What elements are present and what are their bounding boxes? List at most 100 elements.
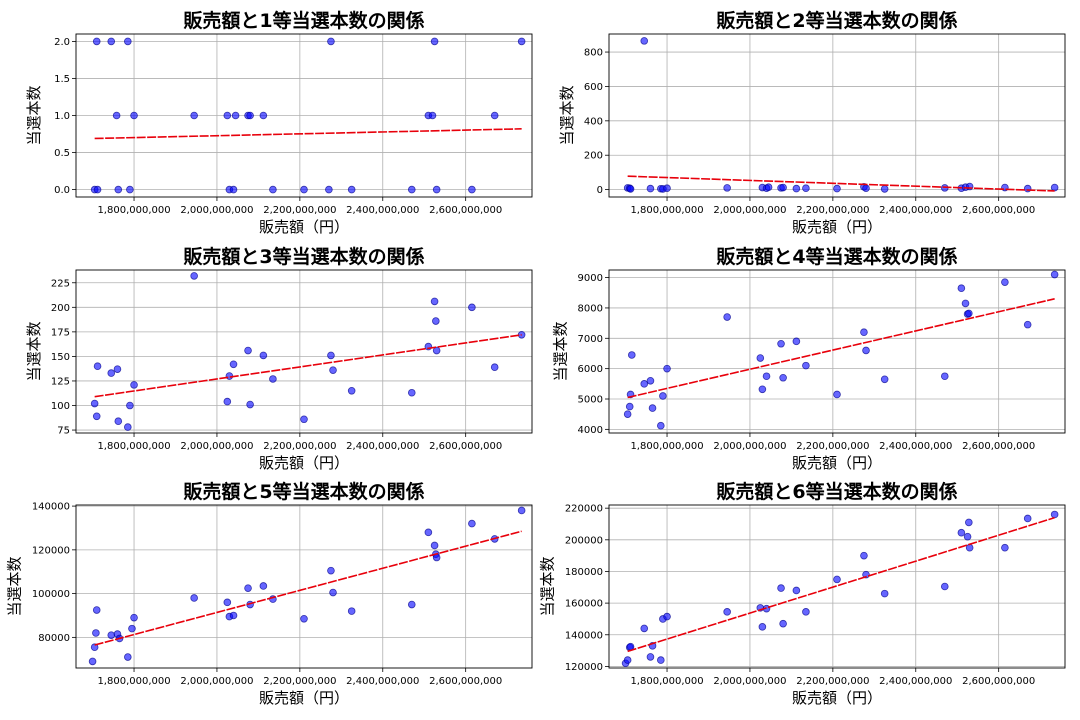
y-tick-label: 160000: [565, 599, 603, 610]
x-tick-label: 2,200,000,000: [263, 676, 336, 687]
data-point: [1023, 184, 1032, 193]
data-point: [723, 608, 731, 616]
data-point: [90, 399, 99, 408]
data-point: [961, 299, 970, 308]
y-tick-label: 6000: [578, 364, 603, 375]
x-axis-label: 販売額（円）: [259, 689, 349, 707]
y-tick-label: 125: [51, 376, 70, 387]
trend-line: [627, 175, 1055, 192]
data-point: [428, 111, 437, 120]
data-point: [244, 346, 252, 355]
data-point: [965, 518, 973, 527]
subplot-5: 1,800,000,000 2,000,000,000 2,200,000,000 2…: [6, 480, 533, 707]
data-point: [347, 185, 356, 194]
data-point: [190, 111, 198, 120]
data-point: [623, 410, 632, 418]
data-point: [325, 185, 333, 194]
data-point: [90, 643, 99, 652]
data-point: [965, 543, 974, 552]
data-point: [723, 313, 731, 321]
data-point: [626, 185, 635, 193]
x-tick-label: 2,600,000,000: [429, 441, 502, 452]
data-point: [860, 551, 868, 560]
data-point: [112, 111, 121, 120]
x-tick-label: 2,000,000,000: [180, 676, 253, 687]
x-tick-label: 2,400,000,000: [346, 205, 419, 216]
data-point: [1050, 183, 1059, 192]
data-point: [246, 400, 254, 409]
data-point: [723, 184, 731, 192]
chart-title: 販売額と3等当選本数の関係: [183, 245, 424, 268]
x-tick-label: 1,800,000,000: [630, 676, 703, 687]
data-point: [223, 111, 232, 120]
y-tick-label: 100: [51, 401, 70, 412]
data-point: [88, 657, 97, 666]
data-point: [269, 185, 277, 194]
x-tick-label: 2,400,000,000: [879, 441, 952, 452]
trend-line: [627, 298, 1055, 399]
data-point: [347, 386, 356, 395]
data-point: [93, 362, 102, 371]
data-point: [860, 328, 868, 337]
axes-frame: [608, 269, 1066, 434]
x-axis-label: 販売額（円）: [792, 218, 882, 236]
y-tick-label: 8000: [578, 303, 603, 314]
data-point: [862, 184, 870, 193]
x-axis-label: 販売額（円）: [792, 454, 882, 472]
subplot-1: 1,800,000,000 2,000,000,000 2,200,000,000 2…: [25, 9, 533, 236]
data-point: [792, 184, 801, 193]
y-tick-label: 80000: [38, 633, 70, 644]
axes-frame: [608, 33, 1066, 198]
data-point: [124, 423, 132, 431]
data-point: [300, 415, 308, 424]
data-point: [625, 402, 634, 411]
x-tick-label: 2,400,000,000: [879, 205, 952, 216]
data-point: [327, 566, 335, 575]
data-point: [430, 297, 439, 306]
data-point: [1050, 510, 1059, 519]
y-tick-label: 200: [584, 151, 603, 162]
data-point: [126, 401, 134, 410]
data-point: [764, 183, 773, 191]
data-point: [327, 351, 335, 360]
data-point: [430, 37, 439, 46]
data-point: [1050, 270, 1059, 279]
data-point: [640, 624, 649, 633]
data-point: [190, 594, 198, 602]
subplot-3: 1,800,000,000 2,000,000,000 2,200,000,000 2…: [25, 245, 533, 472]
data-point: [128, 624, 136, 633]
x-tick-label: 2,400,000,000: [346, 441, 419, 452]
data-point: [663, 364, 671, 373]
data-point: [407, 185, 416, 194]
chart-title: 販売額と4等当選本数の関係: [716, 245, 957, 268]
data-point: [657, 656, 665, 664]
data-point: [802, 361, 810, 370]
subplot-4: 1,800,000,000 2,000,000,000 2,200,000,000 2…: [551, 245, 1066, 472]
data-point: [107, 37, 116, 46]
x-tick-label: 2,600,000,000: [962, 205, 1035, 216]
data-point: [468, 303, 476, 312]
x-tick-label: 1,800,000,000: [97, 676, 170, 687]
x-axis-label: 販売額（円）: [259, 218, 349, 236]
data-point: [259, 582, 268, 590]
data-point: [223, 598, 232, 607]
data-point: [957, 528, 966, 537]
x-tick-label: 2,200,000,000: [263, 205, 336, 216]
y-tick-label: 140000: [32, 502, 70, 513]
data-point: [130, 381, 138, 389]
y-tick-label: 100000: [32, 589, 70, 600]
data-point: [802, 184, 810, 193]
x-tick-label: 2,400,000,000: [346, 676, 419, 687]
data-point: [833, 184, 841, 193]
data-point: [114, 185, 123, 194]
x-tick-label: 2,200,000,000: [796, 205, 869, 216]
axes-frame: [608, 504, 1066, 669]
subplot-6: 1,800,000,000 2,000,000,000 2,200,000,000 2…: [539, 480, 1066, 707]
data-point: [430, 541, 439, 550]
data-point: [862, 346, 870, 355]
data-point: [92, 37, 101, 46]
chart-title: 販売額と5等当選本数の関係: [183, 480, 424, 503]
data-point: [646, 376, 655, 385]
y-tick-label: 1.5: [54, 74, 70, 85]
